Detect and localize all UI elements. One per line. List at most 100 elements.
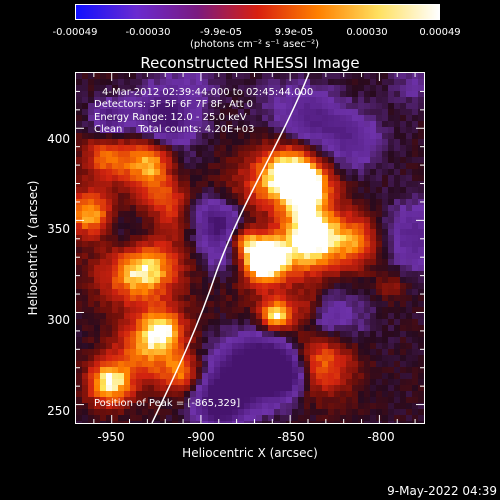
image-pixel <box>220 169 226 175</box>
image-pixel <box>352 223 358 229</box>
image-pixel <box>394 199 400 205</box>
image-pixel <box>376 145 382 151</box>
image-pixel <box>346 193 352 199</box>
image-pixel <box>274 145 280 151</box>
image-pixel <box>292 223 298 229</box>
image-pixel <box>274 331 280 337</box>
image-pixel <box>376 391 382 397</box>
image-pixel <box>346 403 352 409</box>
image-pixel <box>166 307 172 313</box>
image-pixel <box>400 289 406 295</box>
image-pixel <box>118 355 124 361</box>
image-pixel <box>406 229 412 235</box>
image-pixel <box>148 91 154 97</box>
image-pixel <box>262 151 268 157</box>
image-pixel <box>238 175 244 181</box>
image-pixel <box>346 385 352 391</box>
image-pixel <box>154 373 160 379</box>
image-pixel <box>214 385 220 391</box>
image-pixel <box>232 151 238 157</box>
image-pixel <box>226 85 232 91</box>
image-pixel <box>154 79 160 85</box>
image-pixel <box>250 229 256 235</box>
image-pixel <box>166 193 172 199</box>
image-pixel <box>298 337 304 343</box>
image-pixel <box>124 313 130 319</box>
image-pixel <box>208 103 214 109</box>
image-pixel <box>76 361 82 367</box>
image-pixel <box>274 307 280 313</box>
image-pixel <box>130 193 136 199</box>
image-pixel <box>310 79 316 85</box>
image-pixel <box>214 253 220 259</box>
image-pixel <box>142 205 148 211</box>
image-pixel <box>322 127 328 133</box>
image-pixel <box>322 157 328 163</box>
image-pixel <box>346 259 352 265</box>
image-pixel <box>274 271 280 277</box>
image-pixel <box>154 361 160 367</box>
image-pixel <box>328 271 334 277</box>
image-pixel <box>418 85 424 91</box>
image-pixel <box>136 391 142 397</box>
image-pixel <box>172 283 178 289</box>
image-pixel <box>82 73 88 79</box>
image-pixel <box>142 277 148 283</box>
image-pixel <box>274 391 280 397</box>
image-pixel <box>112 307 118 313</box>
image-pixel <box>394 397 400 403</box>
image-pixel <box>376 253 382 259</box>
x-axis-label: Heliocentric X (arcsec) <box>182 446 318 460</box>
image-pixel <box>370 271 376 277</box>
image-pixel <box>220 187 226 193</box>
image-pixel <box>136 127 142 133</box>
image-pixel <box>340 175 346 181</box>
image-pixel <box>364 349 370 355</box>
image-pixel <box>184 235 190 241</box>
image-pixel <box>412 133 418 139</box>
image-pixel <box>274 193 280 199</box>
image-pixel <box>202 307 208 313</box>
image-pixel <box>238 277 244 283</box>
image-pixel <box>376 175 382 181</box>
image-pixel <box>196 343 202 349</box>
image-pixel <box>388 295 394 301</box>
image-pixel <box>220 79 226 85</box>
image-pixel <box>256 253 262 259</box>
image-pixel <box>142 187 148 193</box>
image-pixel <box>196 193 202 199</box>
image-pixel <box>358 403 364 409</box>
image-pixel <box>340 283 346 289</box>
image-pixel <box>148 205 154 211</box>
image-pixel <box>190 313 196 319</box>
image-pixel <box>118 199 124 205</box>
image-pixel <box>364 169 370 175</box>
image-pixel <box>124 403 130 409</box>
image-pixel <box>208 367 214 373</box>
image-pixel <box>136 247 142 253</box>
image-pixel <box>394 121 400 127</box>
image-pixel <box>178 235 184 241</box>
image-pixel <box>286 157 292 163</box>
image-pixel <box>88 307 94 313</box>
image-pixel <box>172 361 178 367</box>
image-pixel <box>304 211 310 217</box>
image-pixel <box>412 271 418 277</box>
image-pixel <box>370 247 376 253</box>
image-pixel <box>238 295 244 301</box>
image-pixel <box>262 277 268 283</box>
image-pixel <box>412 283 418 289</box>
image-pixel <box>208 307 214 313</box>
image-pixel <box>268 109 274 115</box>
image-pixel <box>214 151 220 157</box>
image-pixel <box>106 115 112 121</box>
image-pixel <box>184 229 190 235</box>
image-pixel <box>88 223 94 229</box>
image-pixel <box>394 235 400 241</box>
image-pixel <box>346 409 352 415</box>
image-pixel <box>106 241 112 247</box>
image-pixel <box>244 331 250 337</box>
image-pixel <box>412 295 418 301</box>
image-pixel <box>100 127 106 133</box>
image-pixel <box>100 157 106 163</box>
